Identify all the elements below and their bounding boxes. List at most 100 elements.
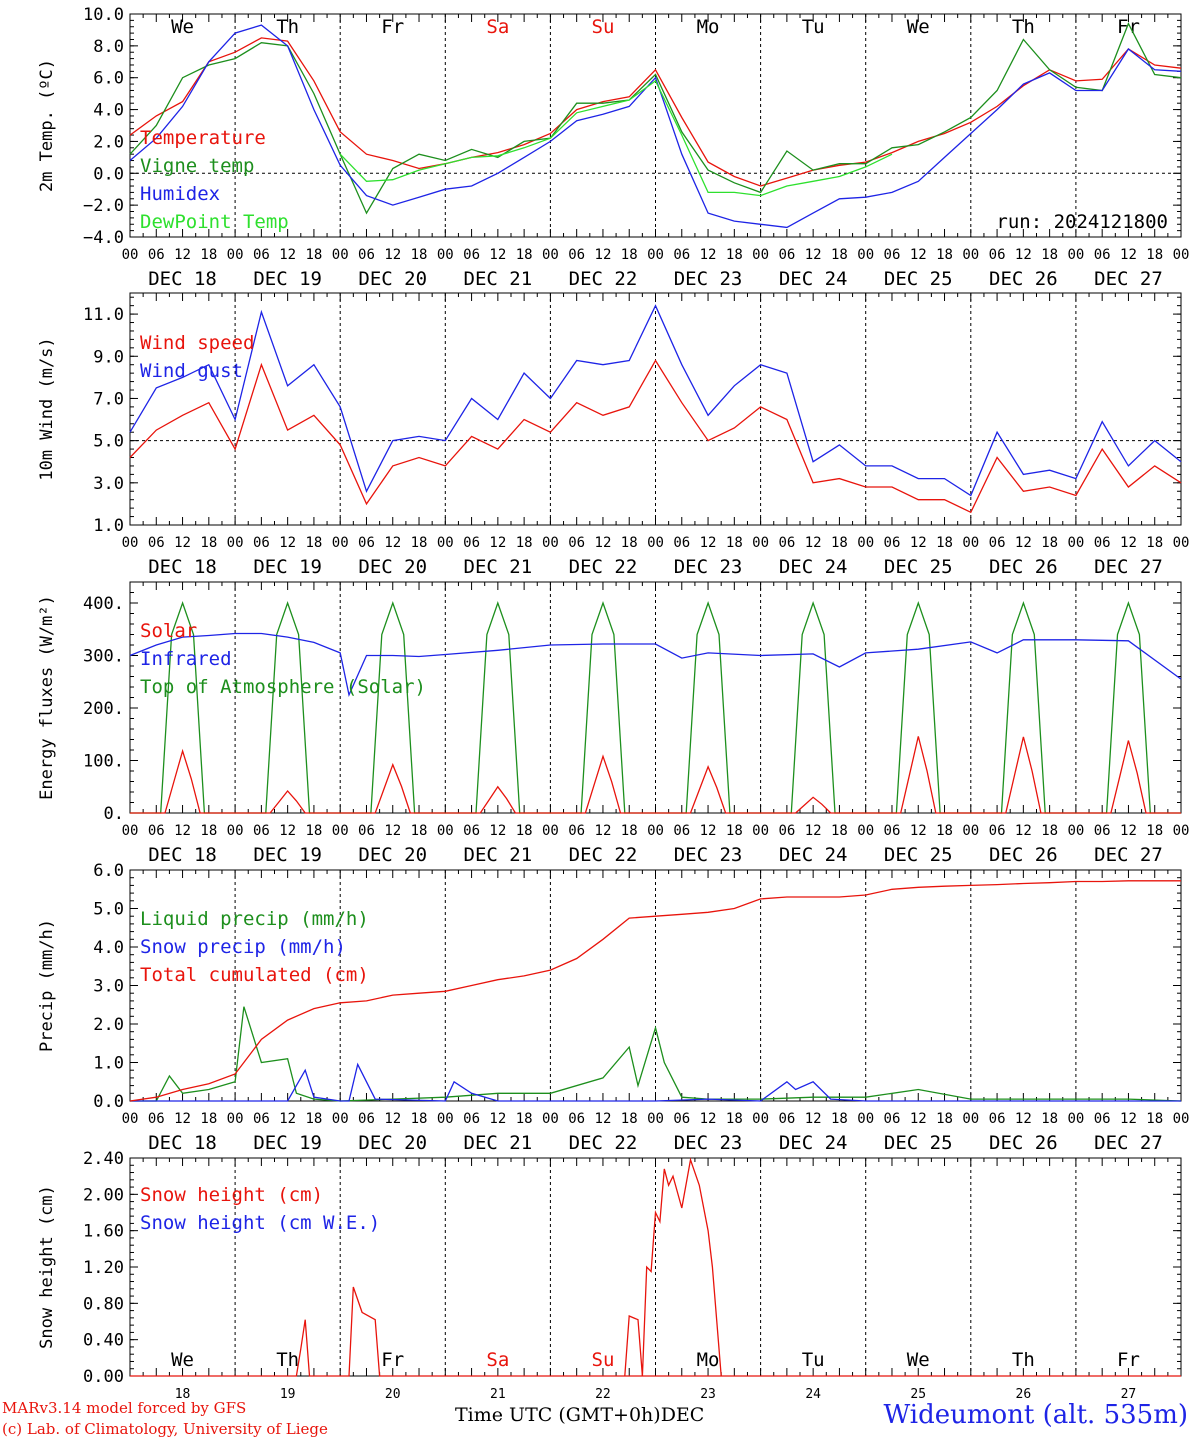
y-tick-label: 0.0 [93, 1092, 124, 1112]
solar-line [550, 754, 656, 814]
hour-tick-label: 18 [621, 247, 638, 263]
y-tick-label: 0.00 [83, 1367, 124, 1387]
toa-solar-line [445, 601, 551, 814]
day-letter-bottom: Mo [697, 1349, 720, 1371]
model-credit: MARv3.14 model forced by GFS [2, 1399, 247, 1417]
hour-tick-label: 12 [700, 535, 717, 551]
hour-tick-label: 18 [831, 823, 848, 839]
hour-tick-label: 06 [884, 1111, 901, 1127]
toa-solar-line [655, 601, 761, 814]
hour-tick-label: 12 [1120, 535, 1137, 551]
hour-tick-label: 18 [1041, 823, 1058, 839]
hour-tick-label: 00 [542, 247, 559, 263]
bottom-day-number: 25 [910, 1387, 926, 1398]
date-label: DEC 21 [464, 844, 533, 866]
date-label: DEC 27 [1094, 1132, 1163, 1154]
hour-tick-label: 00 [122, 1111, 139, 1127]
hour-tick-label: 18 [200, 1111, 217, 1127]
date-label: DEC 19 [253, 268, 322, 290]
date-label: DEC 18 [148, 268, 217, 290]
date-label: DEC 27 [1094, 268, 1163, 290]
hour-tick-label: 06 [253, 1111, 270, 1127]
y-tick-label: −2.0 [83, 196, 124, 216]
hour-tick-label: 18 [200, 535, 217, 551]
date-label: DEC 22 [569, 1132, 638, 1154]
legend-snow-0: Snow height (cm) [140, 1184, 323, 1206]
hour-tick-label: 18 [1041, 535, 1058, 551]
y-tick-label: 2.40 [83, 1149, 124, 1169]
hour-tick-label: 12 [489, 823, 506, 839]
hour-tick-label: 00 [647, 535, 664, 551]
hour-tick-label: 12 [1120, 1111, 1137, 1127]
y-tick-label: 9.0 [93, 347, 124, 367]
legend-temp-2: Humidex [140, 183, 220, 205]
hour-tick-label: 18 [305, 247, 322, 263]
hour-tick-label: 12 [1120, 823, 1137, 839]
hour-tick-label: 00 [752, 823, 769, 839]
series-line-wind-1 [129, 304, 1182, 497]
hour-tick-label: 00 [857, 535, 874, 551]
toa-solar-line [970, 601, 1076, 814]
legend-wind-0: Wind speed [140, 332, 254, 354]
hour-tick-label: 06 [568, 535, 585, 551]
hour-tick-label: 00 [122, 535, 139, 551]
series-line-temp-2 [129, 24, 1182, 229]
hour-tick-label: 00 [332, 535, 349, 551]
legend-temp-0: Temperature [140, 127, 266, 149]
y-tick-label: 5.0 [93, 900, 124, 920]
series-line-temp-3 [339, 79, 893, 197]
solar-line [760, 796, 866, 814]
hour-tick-label: 00 [332, 247, 349, 263]
hour-tick-label: 06 [673, 247, 690, 263]
hour-tick-label: 00 [962, 535, 979, 551]
hour-tick-label: 06 [778, 823, 795, 839]
date-label: DEC 27 [1094, 844, 1163, 866]
legend-precip-2: Total cumulated (cm) [140, 964, 369, 986]
hour-tick-label: 18 [411, 1111, 428, 1127]
hour-tick-label: 06 [884, 535, 901, 551]
time-label: Time UTC (GMT+0h) [455, 1404, 661, 1426]
hour-tick-label: 06 [673, 823, 690, 839]
hour-tick-label: 18 [831, 1111, 848, 1127]
hour-tick-label: 06 [778, 247, 795, 263]
hour-tick-label: 18 [936, 1111, 953, 1127]
date-label: DEC 21 [464, 1132, 533, 1154]
hour-tick-label: 18 [1146, 247, 1163, 263]
station-label: Wideumont (alt. 535m) [883, 1400, 1188, 1430]
y-tick-label: 1.0 [93, 516, 124, 536]
hour-tick-label: 00 [962, 823, 979, 839]
date-label: DEC 25 [884, 268, 953, 290]
y-tick-label: 2.0 [93, 1015, 124, 1035]
y-tick-label: 3.0 [93, 474, 124, 494]
toa-solar-line [340, 601, 446, 814]
day-letter-bottom: Fr [1117, 1349, 1140, 1371]
date-label: DEC 21 [464, 556, 533, 578]
hour-tick-label: 18 [411, 247, 428, 263]
snow-height-line [130, 1286, 1181, 1377]
date-label: DEC 19 [253, 556, 322, 578]
lab-credit: (c) Lab. of Climatology, University of L… [2, 1420, 328, 1438]
solar-line [655, 765, 761, 814]
hour-tick-label: 12 [910, 1111, 927, 1127]
hour-tick-label: 00 [437, 535, 454, 551]
y-tick-label: 6.0 [93, 861, 124, 881]
date-label: DEC 24 [779, 844, 848, 866]
day-letter: Fr [381, 16, 404, 38]
day-letter: Mo [697, 16, 720, 38]
hour-tick-label: 12 [384, 535, 401, 551]
y-tick-label: 0. [104, 804, 124, 824]
day-letter: We [907, 16, 930, 38]
y-tick-label: −4.0 [83, 228, 124, 248]
hour-tick-label: 12 [1015, 823, 1032, 839]
hour-tick-label: 00 [647, 1111, 664, 1127]
hour-tick-label: 18 [305, 535, 322, 551]
legend-energy-0: Solar [140, 620, 197, 642]
date-label: DEC 18 [148, 1132, 217, 1154]
hour-tick-label: 06 [778, 1111, 795, 1127]
y-tick-label: 6.0 [93, 69, 124, 89]
hour-tick-label: 12 [384, 247, 401, 263]
hour-tick-label: 00 [752, 247, 769, 263]
hour-tick-label: 18 [516, 823, 533, 839]
hour-tick-label: 06 [1094, 535, 1111, 551]
hour-tick-label: 18 [1146, 823, 1163, 839]
